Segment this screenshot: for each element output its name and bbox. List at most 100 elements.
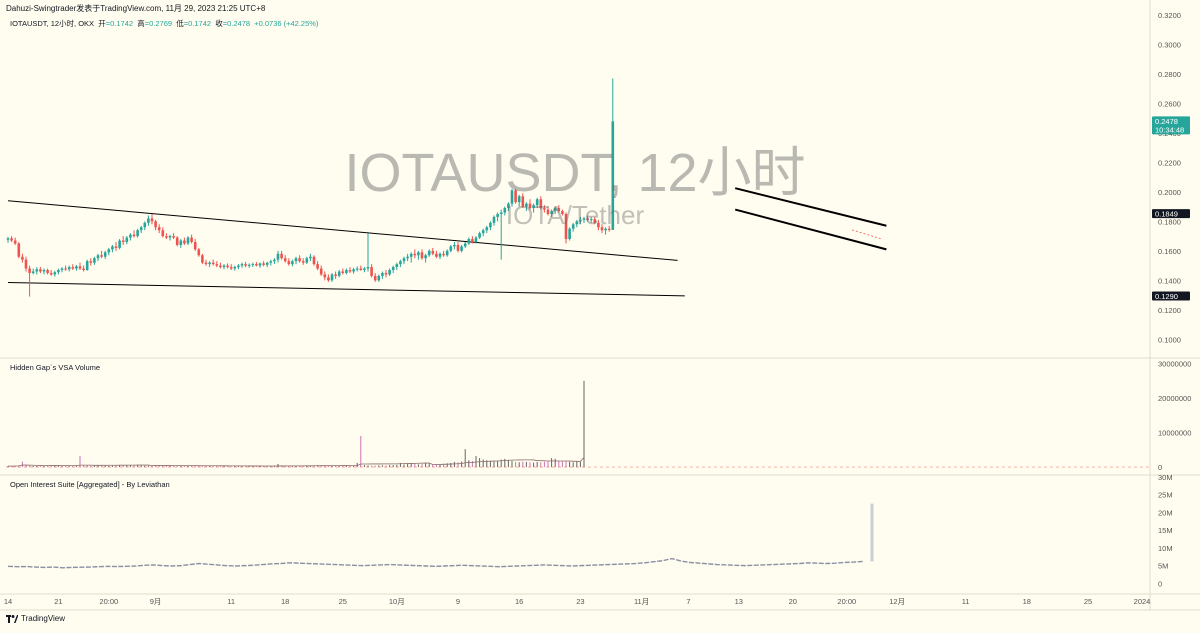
candle-body <box>543 208 546 210</box>
trendline-channel-bottom <box>734 208 887 251</box>
volume-ma-line <box>7 457 585 467</box>
tradingview-logo-icon <box>6 614 18 623</box>
candle <box>118 239 121 250</box>
candle <box>226 263 229 269</box>
candle <box>481 228 485 237</box>
candle-body <box>327 277 330 281</box>
footer-brand[interactable]: TradingView <box>6 614 65 623</box>
candle-body <box>42 270 46 272</box>
candle-body <box>280 253 283 259</box>
trendline-lower <box>7 282 685 297</box>
candle-body <box>107 249 111 253</box>
candle <box>39 267 42 273</box>
candle-body <box>431 250 435 254</box>
candle-body <box>474 237 478 242</box>
candle <box>168 234 172 241</box>
candle <box>391 265 395 273</box>
candle <box>453 242 456 250</box>
candle-body <box>402 258 406 262</box>
time-tick-label: 20:00 <box>99 597 118 606</box>
price-tag-label: 0.1290 <box>1155 292 1178 301</box>
candle-body <box>125 237 129 242</box>
candle <box>96 253 100 262</box>
candle <box>244 261 247 268</box>
candle-body <box>427 250 431 256</box>
candle-body <box>193 242 197 250</box>
candle <box>496 212 499 222</box>
candle-body <box>557 208 561 212</box>
price-tick-label: 0.1400 <box>1158 276 1181 285</box>
oi-tick-label: 10M <box>1158 544 1173 553</box>
candle <box>373 272 377 282</box>
candle-body <box>226 265 229 268</box>
candle <box>575 219 579 228</box>
legend-low: =0.1742 <box>183 19 212 28</box>
candle-body <box>445 250 449 256</box>
candle-body <box>222 265 226 268</box>
candle <box>546 206 550 216</box>
candle-body <box>13 240 17 244</box>
candle <box>85 259 89 271</box>
candle <box>611 78 615 230</box>
candle-body <box>319 268 323 275</box>
candle <box>42 268 46 275</box>
candle <box>571 222 575 232</box>
candle <box>597 219 600 231</box>
candle-body <box>312 256 316 265</box>
candle <box>208 261 211 268</box>
candle <box>424 253 427 263</box>
candle-body <box>71 267 75 269</box>
candle-body <box>53 272 57 275</box>
time-tick-label: 9月 <box>150 597 162 606</box>
candle-body <box>175 237 179 245</box>
candle-body <box>553 208 557 212</box>
trendlines <box>7 187 887 297</box>
time-tick-label: 25 <box>339 597 347 606</box>
candle <box>262 261 265 267</box>
candle-body <box>481 230 485 234</box>
candle-body <box>499 212 503 214</box>
candle-body <box>67 267 71 270</box>
legend-change: +0.0736 (+42.25%) <box>254 19 319 28</box>
legend-close: =0.2478 <box>222 19 251 28</box>
time-tick-label: 14 <box>4 597 12 606</box>
candle-body <box>550 211 553 214</box>
price-tag: 0.1290 <box>1152 291 1190 301</box>
time-tick-label: 21 <box>54 597 62 606</box>
candle-body <box>521 196 525 207</box>
candle <box>467 237 471 245</box>
time-axis-labels: 14 21 20:00 9月 11 18 25 10月 9 16 23 11月 7 13 20 20:00 12… <box>4 597 1151 606</box>
candle <box>280 250 283 260</box>
candle <box>355 266 359 272</box>
candle-body <box>111 246 114 250</box>
candle <box>413 249 417 259</box>
candle-body <box>503 208 507 213</box>
candle <box>291 259 294 267</box>
candle-body <box>539 199 543 209</box>
candle <box>492 215 496 226</box>
candle <box>330 272 334 282</box>
volume-tick-label: 30000000 <box>1158 359 1191 368</box>
candle-body <box>561 211 564 214</box>
candle <box>471 236 474 244</box>
candle <box>510 188 514 207</box>
candle-body <box>463 243 467 247</box>
legend-open-label: 开 <box>98 19 106 28</box>
candle <box>564 212 568 244</box>
candle-body <box>273 259 276 262</box>
candle <box>593 216 597 225</box>
candle-body <box>121 240 125 242</box>
candle <box>395 262 399 271</box>
candle <box>60 267 64 273</box>
candle-body <box>294 258 298 262</box>
candle <box>431 247 435 256</box>
candle-body <box>283 258 287 262</box>
candle <box>352 267 355 274</box>
candle-body <box>139 227 143 231</box>
candle <box>525 202 528 212</box>
candle-body <box>129 234 132 238</box>
candle-body <box>607 228 611 230</box>
candle <box>345 268 348 275</box>
candles <box>6 78 615 297</box>
